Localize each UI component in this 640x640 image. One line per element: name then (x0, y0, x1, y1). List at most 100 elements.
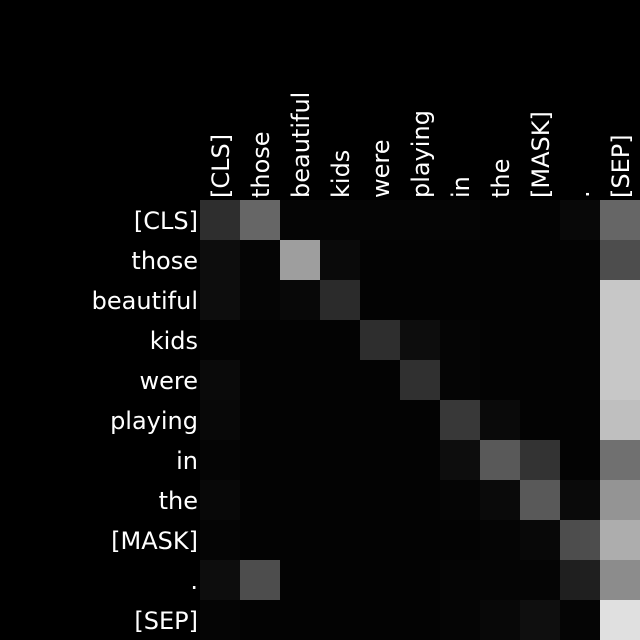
heatmap-cell (240, 440, 280, 480)
heatmap-cell (240, 360, 280, 400)
heatmap-cell (440, 320, 480, 360)
heatmap-cell (520, 600, 560, 640)
row-tick-label: the (159, 487, 198, 515)
heatmap-cell (280, 560, 320, 600)
heatmap-cell (600, 280, 640, 320)
row-tick-label: were (140, 367, 199, 395)
heatmap-cell (520, 400, 560, 440)
heatmap-cell (560, 360, 600, 400)
heatmap-cell (280, 480, 320, 520)
heatmap-cell (280, 320, 320, 360)
heatmap-cell (560, 600, 600, 640)
heatmap-cell (600, 320, 640, 360)
heatmap-cell (280, 400, 320, 440)
heatmap-cell (440, 520, 480, 560)
heatmap-cell (400, 400, 440, 440)
heatmap-cell (440, 280, 480, 320)
heatmap-cell (480, 360, 520, 400)
heatmap-cell (520, 440, 560, 480)
heatmap-cell (320, 600, 360, 640)
heatmap-cell (200, 360, 240, 400)
column-tick-label: [MASK] (527, 111, 555, 198)
heatmap-cell (600, 200, 640, 240)
heatmap-cell (240, 240, 280, 280)
heatmap-cell (200, 480, 240, 520)
column-tick-label: [CLS] (207, 134, 235, 198)
heatmap-cell (360, 440, 400, 480)
heatmap-cell (440, 440, 480, 480)
heatmap-cell (560, 320, 600, 360)
heatmap-cell (280, 520, 320, 560)
heatmap-cell (360, 480, 400, 520)
column-tick-label: the (487, 159, 515, 198)
heatmap-cell (360, 320, 400, 360)
heatmap-cell (520, 280, 560, 320)
heatmap-cell (560, 400, 600, 440)
column-tick-label: playing (407, 110, 435, 198)
row-tick-label: beautiful (92, 287, 198, 315)
heatmap-cell (520, 520, 560, 560)
heatmap-cell (440, 200, 480, 240)
heatmap-cell (280, 360, 320, 400)
heatmap-cell (320, 400, 360, 440)
heatmap-cell (360, 280, 400, 320)
heatmap-cell (480, 600, 520, 640)
heatmap-cell (400, 520, 440, 560)
heatmap-cell (200, 240, 240, 280)
heatmap-cell (200, 600, 240, 640)
heatmap-cell (320, 280, 360, 320)
row-tick-label: kids (150, 327, 198, 355)
heatmap-cell (560, 520, 600, 560)
heatmap-cell (440, 400, 480, 440)
heatmap-cell (200, 440, 240, 480)
row-tick-label: [MASK] (111, 527, 198, 555)
heatmap-cell (400, 280, 440, 320)
row-tick-labels: [CLS] those beautiful kids were playing in the [… (92, 207, 198, 635)
heatmap-cell (360, 360, 400, 400)
heatmap-cell (480, 240, 520, 280)
heatmap-cell (480, 560, 520, 600)
heatmap-cell (280, 600, 320, 640)
row-tick-label: in (176, 447, 198, 475)
heatmap-cell (240, 200, 280, 240)
row-tick-label: those (131, 247, 198, 275)
heatmap-cell (600, 240, 640, 280)
heatmap-cell (240, 600, 280, 640)
heatmap-cell (240, 560, 280, 600)
heatmap-cell (520, 200, 560, 240)
row-tick-label: [SEP] (134, 607, 198, 635)
row-tick-label: playing (110, 407, 198, 435)
heatmap-cell (320, 520, 360, 560)
heatmap-cell (320, 360, 360, 400)
column-tick-label: . (567, 190, 595, 198)
heatmap-cell (280, 200, 320, 240)
heatmap-cell (400, 560, 440, 600)
heatmap-cell (280, 240, 320, 280)
column-tick-label: those (247, 131, 275, 198)
heatmap-cell (560, 280, 600, 320)
heatmap-cell (400, 440, 440, 480)
heatmap-cell (600, 440, 640, 480)
heatmap-cell (600, 360, 640, 400)
heatmap-cell (600, 400, 640, 440)
heatmap-cell (360, 560, 400, 600)
column-tick-label: [SEP] (607, 134, 635, 198)
heatmap-cell (200, 200, 240, 240)
heatmap-cell (520, 360, 560, 400)
heatmap-cell (360, 600, 400, 640)
heatmap-cell (240, 480, 280, 520)
heatmap-cell (440, 560, 480, 600)
heatmap-cell (320, 240, 360, 280)
column-tick-label: in (447, 176, 475, 198)
heatmap-cell (400, 480, 440, 520)
heatmap-cell (240, 320, 280, 360)
heatmap-cell (440, 240, 480, 280)
heatmap-cell (320, 440, 360, 480)
heatmap-cell (560, 200, 600, 240)
heatmap-cell (480, 280, 520, 320)
heatmap-cells (200, 200, 640, 640)
heatmap-cell (360, 400, 400, 440)
heatmap-cell (360, 240, 400, 280)
heatmap-cell (480, 520, 520, 560)
heatmap-cell (400, 200, 440, 240)
